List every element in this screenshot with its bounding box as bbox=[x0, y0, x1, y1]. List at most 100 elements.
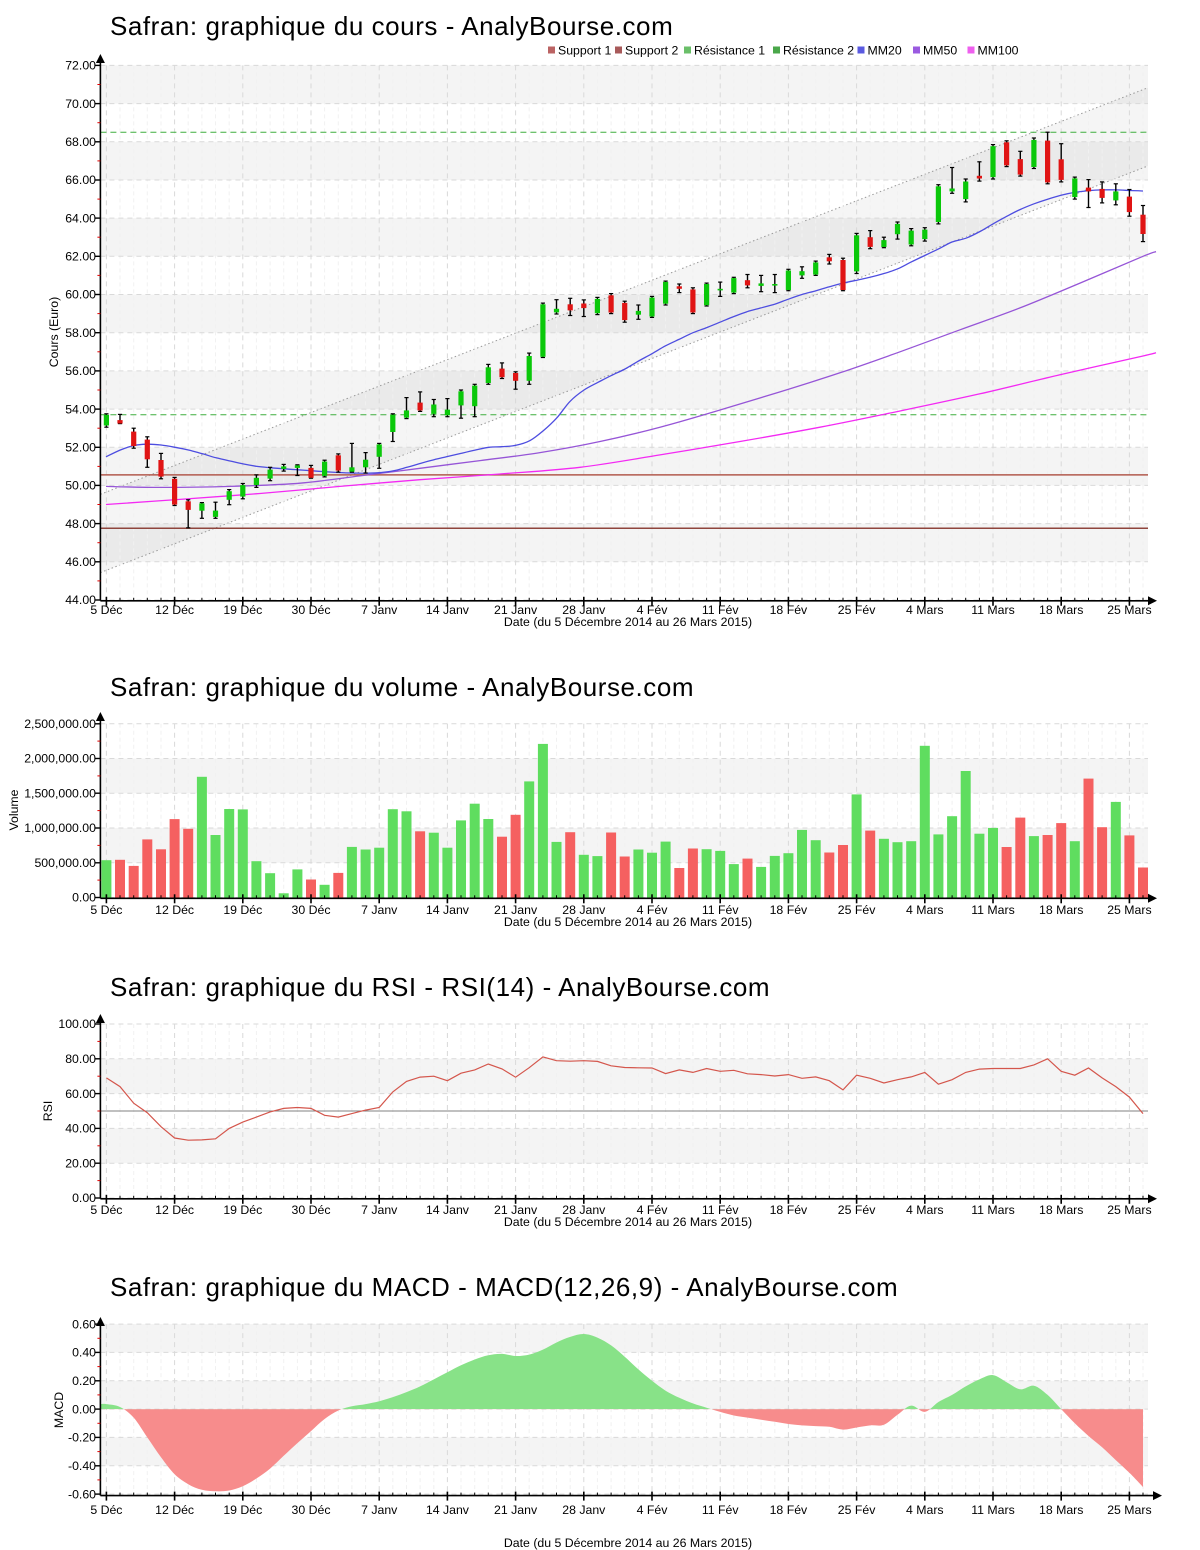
svg-text:2,000,000.00: 2,000,000.00 bbox=[24, 752, 96, 766]
svg-text:21 Janv: 21 Janv bbox=[494, 1203, 538, 1217]
svg-text:-0.40: -0.40 bbox=[68, 1459, 96, 1473]
svg-text:Safran: graphique du MACD - MA: Safran: graphique du MACD - MACD(12,26,9… bbox=[110, 1272, 898, 1302]
svg-text:28 Janv: 28 Janv bbox=[562, 903, 606, 917]
svg-text:1,000,000.00: 1,000,000.00 bbox=[24, 821, 96, 835]
svg-text:25 Fév: 25 Fév bbox=[838, 1503, 876, 1517]
svg-text:25 Fév: 25 Fév bbox=[838, 1203, 876, 1217]
svg-text:4 Fév: 4 Fév bbox=[637, 903, 669, 917]
svg-text:25 Mars: 25 Mars bbox=[1107, 903, 1151, 917]
svg-text:21 Janv: 21 Janv bbox=[494, 603, 538, 617]
svg-text:18 Fév: 18 Fév bbox=[770, 1503, 808, 1517]
svg-text:30 Déc: 30 Déc bbox=[292, 903, 331, 917]
svg-text:7 Janv: 7 Janv bbox=[361, 603, 398, 617]
svg-text:Safran: graphique du cours - A: Safran: graphique du cours - AnalyBourse… bbox=[110, 11, 673, 41]
svg-text:70.00: 70.00 bbox=[65, 97, 96, 111]
svg-text:2,500,000.00: 2,500,000.00 bbox=[24, 717, 96, 731]
svg-text:18 Fév: 18 Fév bbox=[770, 603, 808, 617]
svg-text:4 Mars: 4 Mars bbox=[906, 903, 944, 917]
svg-text:21 Janv: 21 Janv bbox=[494, 903, 538, 917]
svg-text:Support 1: Support 1 bbox=[558, 44, 611, 58]
svg-text:1,500,000.00: 1,500,000.00 bbox=[24, 787, 96, 801]
svg-text:Safran: graphique du volume -: Safran: graphique du volume - AnalyBours… bbox=[110, 672, 694, 702]
svg-text:25 Mars: 25 Mars bbox=[1107, 603, 1151, 617]
svg-text:54.00: 54.00 bbox=[65, 402, 96, 416]
svg-text:11 Mars: 11 Mars bbox=[971, 1503, 1015, 1517]
svg-text:11 Mars: 11 Mars bbox=[971, 1203, 1015, 1217]
svg-text:48.00: 48.00 bbox=[65, 517, 96, 531]
svg-text:28 Janv: 28 Janv bbox=[562, 603, 606, 617]
svg-text:Volume: Volume bbox=[7, 789, 21, 830]
svg-text:0.60: 0.60 bbox=[72, 1317, 96, 1331]
svg-text:Date (du 5 Décembre 2014 au 26: Date (du 5 Décembre 2014 au 26 Mars 2015… bbox=[504, 615, 752, 629]
svg-text:60.00: 60.00 bbox=[65, 288, 96, 302]
svg-text:11 Fév: 11 Fév bbox=[702, 1203, 740, 1217]
svg-text:0.00: 0.00 bbox=[72, 1402, 96, 1416]
svg-text:28 Janv: 28 Janv bbox=[562, 1503, 606, 1517]
svg-text:68.00: 68.00 bbox=[65, 135, 96, 149]
svg-text:Date (du 5 Décembre 2014 au 26: Date (du 5 Décembre 2014 au 26 Mars 2015… bbox=[504, 915, 752, 929]
svg-text:46.00: 46.00 bbox=[65, 555, 96, 569]
svg-text:7 Janv: 7 Janv bbox=[361, 1203, 398, 1217]
svg-text:500,000.00: 500,000.00 bbox=[34, 856, 96, 870]
svg-text:25 Fév: 25 Fév bbox=[838, 603, 876, 617]
svg-text:4 Mars: 4 Mars bbox=[906, 1203, 944, 1217]
svg-text:20.00: 20.00 bbox=[65, 1156, 96, 1170]
svg-text:11 Fév: 11 Fév bbox=[702, 603, 740, 617]
svg-text:4 Fév: 4 Fév bbox=[637, 1203, 669, 1217]
svg-text:60.00: 60.00 bbox=[65, 1087, 96, 1101]
svg-text:40.00: 40.00 bbox=[65, 1122, 96, 1136]
svg-text:MACD: MACD bbox=[52, 1392, 66, 1428]
svg-text:Cours (Euro): Cours (Euro) bbox=[47, 297, 61, 367]
svg-text:0.00: 0.00 bbox=[72, 891, 96, 905]
svg-text:4 Mars: 4 Mars bbox=[906, 1503, 944, 1517]
svg-text:5 Déc: 5 Déc bbox=[90, 903, 122, 917]
svg-text:RSI: RSI bbox=[41, 1101, 55, 1122]
svg-text:56.00: 56.00 bbox=[65, 364, 96, 378]
svg-text:44.00: 44.00 bbox=[65, 593, 96, 607]
svg-text:0.20: 0.20 bbox=[72, 1374, 96, 1388]
svg-text:Résistance 2: Résistance 2 bbox=[783, 44, 854, 58]
svg-text:12 Déc: 12 Déc bbox=[155, 1203, 194, 1217]
svg-text:Safran: graphique du RSI - RSI: Safran: graphique du RSI - RSI(14) - Ana… bbox=[110, 972, 770, 1002]
svg-text:5 Déc: 5 Déc bbox=[90, 1203, 122, 1217]
svg-text:4 Mars: 4 Mars bbox=[906, 603, 944, 617]
svg-text:66.00: 66.00 bbox=[65, 173, 96, 187]
svg-text:19 Déc: 19 Déc bbox=[223, 603, 262, 617]
svg-text:14 Janv: 14 Janv bbox=[426, 1203, 470, 1217]
svg-text:Résistance 1: Résistance 1 bbox=[694, 44, 765, 58]
svg-text:72.00: 72.00 bbox=[65, 59, 96, 73]
svg-text:19 Déc: 19 Déc bbox=[223, 1503, 262, 1517]
svg-text:50.00: 50.00 bbox=[65, 479, 96, 493]
svg-text:18 Fév: 18 Fév bbox=[770, 903, 808, 917]
svg-text:Date (du 5 Décembre 2014 au 26: Date (du 5 Décembre 2014 au 26 Mars 2015… bbox=[504, 1215, 752, 1229]
svg-text:80.00: 80.00 bbox=[65, 1052, 96, 1066]
svg-text:14 Janv: 14 Janv bbox=[426, 603, 470, 617]
svg-text:-0.60: -0.60 bbox=[68, 1487, 96, 1501]
svg-text:4 Fév: 4 Fév bbox=[637, 1503, 669, 1517]
svg-text:62.00: 62.00 bbox=[65, 250, 96, 264]
svg-text:0.40: 0.40 bbox=[72, 1346, 96, 1360]
svg-text:58.00: 58.00 bbox=[65, 326, 96, 340]
svg-text:18 Mars: 18 Mars bbox=[1039, 1503, 1083, 1517]
svg-text:MM20: MM20 bbox=[868, 44, 902, 58]
svg-text:25 Fév: 25 Fév bbox=[838, 903, 876, 917]
svg-text:64.00: 64.00 bbox=[65, 211, 96, 225]
svg-text:MM50: MM50 bbox=[923, 44, 957, 58]
svg-text:18 Mars: 18 Mars bbox=[1039, 603, 1083, 617]
svg-text:14 Janv: 14 Janv bbox=[426, 1503, 470, 1517]
svg-text:19 Déc: 19 Déc bbox=[223, 903, 262, 917]
svg-text:12 Déc: 12 Déc bbox=[155, 603, 194, 617]
svg-text:30 Déc: 30 Déc bbox=[292, 1203, 331, 1217]
svg-text:18 Mars: 18 Mars bbox=[1039, 903, 1083, 917]
svg-text:18 Fév: 18 Fév bbox=[770, 1203, 808, 1217]
svg-text:5 Déc: 5 Déc bbox=[90, 1503, 122, 1517]
svg-text:25 Mars: 25 Mars bbox=[1107, 1203, 1151, 1217]
svg-text:12 Déc: 12 Déc bbox=[155, 903, 194, 917]
svg-text:11 Mars: 11 Mars bbox=[971, 603, 1015, 617]
svg-text:MM100: MM100 bbox=[978, 44, 1019, 58]
svg-text:19 Déc: 19 Déc bbox=[223, 1203, 262, 1217]
svg-text:Support 2: Support 2 bbox=[625, 44, 678, 58]
svg-text:30 Déc: 30 Déc bbox=[292, 1503, 331, 1517]
svg-text:5 Déc: 5 Déc bbox=[90, 603, 122, 617]
svg-text:18 Mars: 18 Mars bbox=[1039, 1203, 1083, 1217]
